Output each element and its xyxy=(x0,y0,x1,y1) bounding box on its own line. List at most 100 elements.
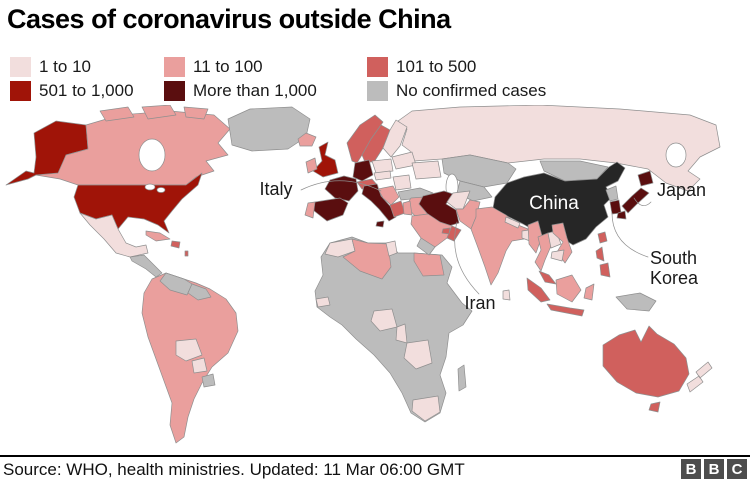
label-south-korea-line2: Korea xyxy=(650,268,699,288)
footer-divider xyxy=(0,455,750,457)
country-philippines xyxy=(595,246,611,278)
page-title: Cases of coronavirus outside China xyxy=(7,4,451,34)
country-iran xyxy=(418,190,460,228)
country-new-zealand xyxy=(686,361,713,393)
bbc-logo-letter: B xyxy=(681,459,701,479)
island-sumatra xyxy=(526,277,551,303)
island-tasmania xyxy=(648,401,661,413)
label-iran: Iran xyxy=(464,293,495,313)
country-morocco xyxy=(324,238,356,258)
legend-item-101-to-500: 101 to 500 xyxy=(367,57,476,77)
country-uruguay xyxy=(201,373,216,388)
country-ukraine xyxy=(411,160,442,180)
country-india xyxy=(470,206,529,286)
label-south-korea-line1: South xyxy=(650,248,697,268)
country-venezuela xyxy=(159,272,193,296)
country-algeria xyxy=(342,238,392,280)
country-germany xyxy=(352,159,374,182)
country-malaysia xyxy=(538,270,557,285)
island-sulawesi xyxy=(583,283,595,301)
leader-line-japan xyxy=(633,197,652,207)
country-australia xyxy=(602,325,690,398)
country-north-korea xyxy=(605,185,619,202)
country-czechia xyxy=(373,170,392,181)
arctic-islands xyxy=(99,105,209,122)
country-bolivia xyxy=(175,338,203,362)
country-drcongo xyxy=(403,339,433,370)
legend-item-no-confirmed-cases: No confirmed cases xyxy=(367,81,546,101)
country-nepal xyxy=(504,216,521,229)
great-lake xyxy=(144,183,156,191)
levant xyxy=(402,200,413,216)
legend-label: 101 to 500 xyxy=(396,57,477,76)
legend-swatch-bin3 xyxy=(367,57,388,77)
bbc-logo-letter: C xyxy=(727,459,747,479)
country-south-africa xyxy=(411,395,441,422)
country-france xyxy=(324,175,359,202)
source-text: Source: WHO, health ministries. Updated:… xyxy=(3,460,465,479)
country-madagascar xyxy=(457,364,467,392)
country-myanmar xyxy=(527,220,543,254)
sea-of-okhotsk xyxy=(665,142,687,168)
country-yemen xyxy=(416,237,436,256)
world-choropleth-map: Italy Iran China Japan South Korea xyxy=(5,105,721,444)
legend-label: More than 1,000 xyxy=(193,81,317,100)
legend-label: No confirmed cases xyxy=(396,81,547,100)
country-uk xyxy=(312,141,339,178)
country-poland xyxy=(371,158,394,174)
leader-line-iran xyxy=(454,221,480,295)
great-lake xyxy=(156,187,166,193)
country-vietnam xyxy=(551,222,573,264)
legend-item-1-to-10: 1 to 10 xyxy=(10,57,91,77)
country-spain xyxy=(312,197,349,222)
country-hispaniola xyxy=(170,240,181,249)
country-greenland xyxy=(227,106,311,152)
island-borneo xyxy=(555,274,582,303)
balkans xyxy=(377,185,400,206)
legend-item-11-to-100: 11 to 100 xyxy=(164,57,263,77)
country-norway xyxy=(346,114,384,164)
country-ireland xyxy=(305,157,318,174)
bbc-logo-letter: B xyxy=(704,459,724,479)
legend-swatch-bin1 xyxy=(10,57,31,77)
legend-swatch-none xyxy=(367,81,388,101)
country-romania xyxy=(392,174,412,191)
baltics-belarus xyxy=(391,151,417,170)
central-america xyxy=(129,254,163,278)
africa xyxy=(314,236,473,423)
legend-label: 501 to 1,000 xyxy=(39,81,134,100)
legend-item-more-than-1000: More than 1,000 xyxy=(164,81,317,101)
hudson-bay xyxy=(138,138,166,172)
country-uae xyxy=(441,227,451,235)
bbc-logo: B B C xyxy=(681,459,747,479)
legend-label: 11 to 100 xyxy=(193,57,263,76)
country-sri-lanka xyxy=(502,289,511,301)
country-finland xyxy=(382,119,408,158)
label-japan: Japan xyxy=(657,180,706,200)
legend-swatch-bin5 xyxy=(164,81,185,101)
country-iceland xyxy=(297,132,317,147)
label-italy: Italy xyxy=(259,179,292,199)
country-mexico xyxy=(79,212,149,258)
country-tunisia xyxy=(385,240,398,257)
country-portugal xyxy=(304,201,316,219)
leader-line-italy xyxy=(300,180,382,192)
legend-label: 1 to 10 xyxy=(39,57,91,76)
country-taiwan xyxy=(597,231,608,244)
leader-line-south-korea xyxy=(611,212,649,258)
legend-item-501-to-1000: 501 to 1,000 xyxy=(10,81,134,101)
country-japan xyxy=(616,170,654,220)
country-cameroon xyxy=(395,323,408,344)
country-cambodia xyxy=(550,249,565,262)
country-egypt xyxy=(413,252,445,277)
lesser-antilles xyxy=(184,250,189,257)
island-new-guinea xyxy=(615,292,657,312)
country-senegal xyxy=(315,296,331,308)
legend-swatch-bin4 xyxy=(10,81,31,101)
guyanas xyxy=(187,283,212,301)
island-java xyxy=(546,303,585,317)
label-china: China xyxy=(529,193,579,214)
country-nigeria xyxy=(370,308,398,332)
country-south-korea xyxy=(609,199,622,215)
